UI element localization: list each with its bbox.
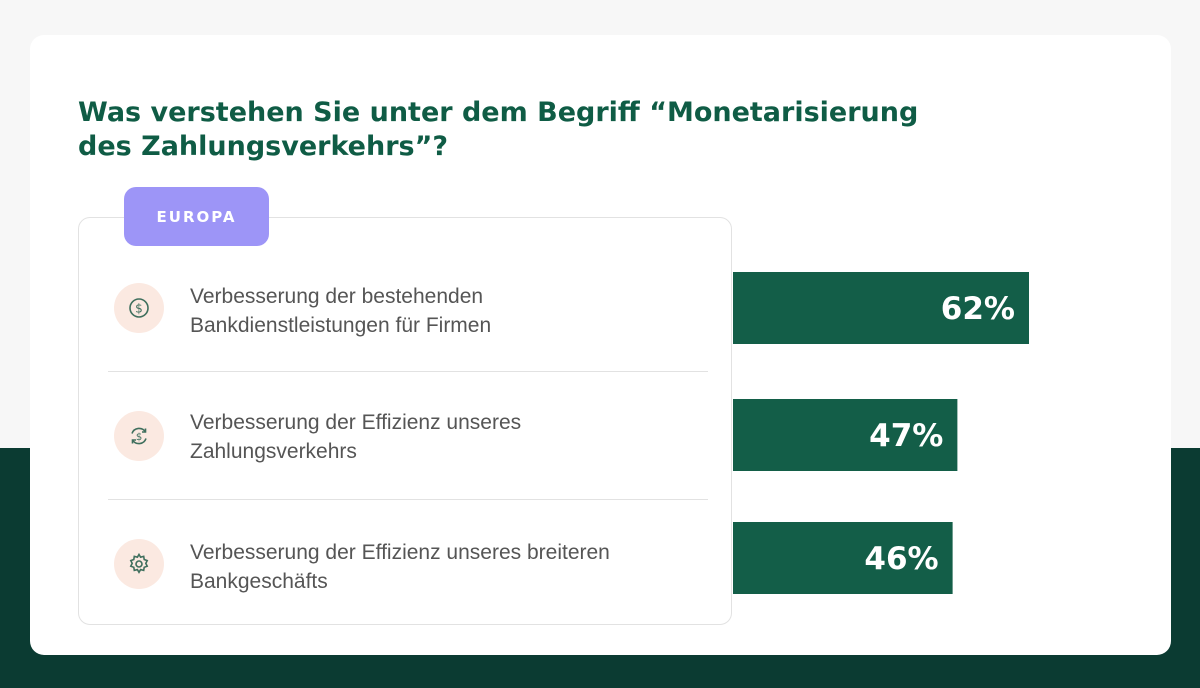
bar-value-label-3: 46% bbox=[864, 541, 938, 577]
bar-1 bbox=[733, 272, 1029, 344]
region-badge: EUROPA bbox=[124, 187, 269, 246]
bar-value-label-2: 47% bbox=[869, 418, 943, 454]
category-label-3: Verbesserung der Effizienz unseres breit… bbox=[190, 541, 610, 593]
bar-3 bbox=[733, 522, 953, 594]
category-label-2: Verbesserung der Effizienz unseres Zahlu… bbox=[190, 411, 522, 463]
dollar-cycle-icon: $ bbox=[114, 411, 164, 461]
bar-value-label-1: 62% bbox=[941, 291, 1015, 327]
row-divider-1 bbox=[108, 371, 708, 372]
category-panel bbox=[78, 217, 732, 625]
svg-text:$: $ bbox=[136, 432, 142, 443]
gear-icon bbox=[114, 539, 164, 589]
svg-text:$: $ bbox=[135, 302, 143, 316]
row-divider-2 bbox=[108, 499, 708, 500]
bar-2 bbox=[733, 399, 958, 471]
chart-title: Was verstehen Sie unter dem Begriff “Mon… bbox=[78, 97, 919, 162]
dollar-coin-icon: $ bbox=[114, 283, 164, 333]
category-label-1: Verbesserung der bestehenden Bankdienstl… bbox=[190, 285, 492, 337]
